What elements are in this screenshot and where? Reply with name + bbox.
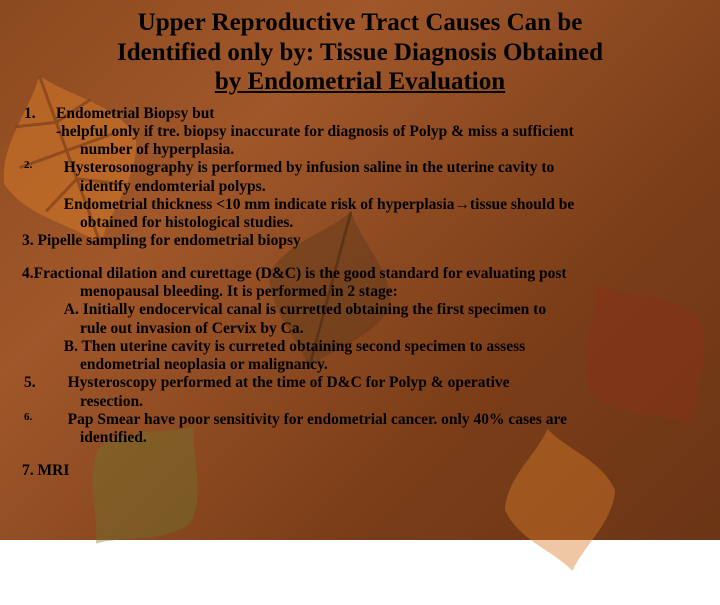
text-1: Endometrial Biopsy but — [56, 105, 698, 123]
text-6a: Pap Smear have poor sensitivity for endo… — [56, 411, 698, 429]
text-1a: -helpful only if tre. biopsy inaccurate … — [22, 123, 698, 141]
text-5b: resection. — [22, 393, 698, 411]
slide-title: Upper Reproductive Tract Causes Can be I… — [22, 8, 698, 97]
text-1b: number of hyperplasia. — [22, 141, 698, 159]
text-2c: Endometrial thickness <10 mm indicate ri… — [22, 196, 698, 214]
text-4d: rule out invasion of Cervix by Ca. — [22, 320, 698, 338]
item-5: 5. Hysteroscopy performed at the time of… — [22, 374, 698, 392]
num-6: 6. — [22, 411, 56, 429]
text-5a: Hysteroscopy performed at the time of D&… — [56, 374, 698, 392]
item-3: 3. Pipelle sampling for endometrial biop… — [22, 232, 698, 250]
text-4a: 4.Fractional dilation and curettage (D&C… — [22, 265, 698, 283]
item-1: 1. Endometrial Biopsy but — [22, 105, 698, 123]
text-2d: obtained for histological studies. — [22, 214, 698, 232]
title-line-3: by Endometrial Evaluation — [215, 68, 505, 95]
text-2a: Hysterosonography is performed by infusi… — [56, 159, 698, 177]
text-4c: A. Initially endocervical canal is curre… — [22, 301, 698, 319]
text-4f: endometrial neoplasia or malignancy. — [22, 356, 698, 374]
num-5: 5. — [22, 374, 56, 392]
slide-body: 1. Endometrial Biopsy but -helpful only … — [22, 105, 698, 480]
num-2: 2. — [22, 159, 56, 177]
item-7: 7. MRI — [22, 462, 698, 480]
slide-content: Upper Reproductive Tract Causes Can be I… — [0, 0, 720, 480]
item-6: 6. Pap Smear have poor sensitivity for e… — [22, 411, 698, 429]
title-line-2: Identified only by: Tissue Diagnosis Obt… — [117, 39, 603, 66]
text-4b: menopausal bleeding. It is performed in … — [22, 283, 698, 301]
text-2b: identify endomterial polyps. — [22, 178, 698, 196]
text-4e: B. Then uterine cavity is curreted obtai… — [22, 338, 698, 356]
item-2: 2. Hysterosonography is performed by inf… — [22, 159, 698, 177]
title-line-1: Upper Reproductive Tract Causes Can be — [138, 9, 583, 36]
text-6b: identified. — [22, 429, 698, 447]
num-1: 1. — [22, 105, 56, 123]
